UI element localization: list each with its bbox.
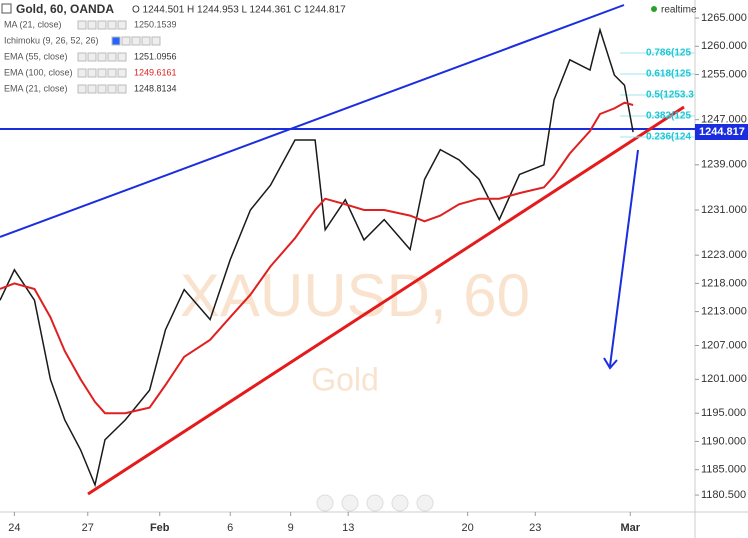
- fib-label: 0.236(124: [646, 132, 691, 143]
- legend-name: EMA (55, close): [4, 51, 68, 61]
- zoom-in[interactable]: [391, 494, 409, 512]
- y-tick-label: 1247.000: [701, 114, 747, 126]
- arrow-head: [603, 357, 618, 370]
- ohlc: O 1244.501 H 1244.953 L 1244.361 C 1244.…: [132, 5, 346, 16]
- series-line: [0, 101, 634, 415]
- legend-button: [77, 52, 87, 62]
- y-tick-label: 1201.000: [701, 373, 747, 385]
- lower-trendline: [87, 105, 685, 496]
- y-tick-label: 1185.000: [701, 464, 746, 476]
- legend-button: [107, 68, 117, 78]
- legend-value: 1249.6161: [134, 67, 177, 77]
- legend-button: [117, 84, 127, 94]
- legend-button: [77, 68, 87, 78]
- series-line: [0, 27, 634, 488]
- x-tick-label: 9: [288, 522, 294, 534]
- scroll-right[interactable]: [416, 494, 434, 512]
- y-tick-label: 1207.000: [701, 339, 747, 351]
- y-tick-label: 1195.000: [701, 407, 746, 419]
- legend-button: [107, 20, 117, 30]
- legend-button: [131, 36, 141, 46]
- y-tick-label: 1255.000: [701, 68, 747, 80]
- legend-name: Ichimoku (9, 26, 52, 26): [4, 35, 99, 45]
- legend-button: [97, 68, 107, 78]
- x-tick-label: 13: [342, 522, 354, 534]
- legend-value: 1250.1539: [134, 19, 177, 29]
- legend-button: [77, 84, 87, 94]
- legend-button: [151, 36, 161, 46]
- legend-name: EMA (100, close): [4, 67, 73, 77]
- zoom-controls: [316, 494, 434, 512]
- y-tick-label: 1223.000: [701, 249, 747, 261]
- last-price-box: [695, 123, 748, 140]
- x-tick-label: Feb: [150, 522, 170, 534]
- fib-levels: 0.786(125 0.618(125 0.5(1253.3 0.382(125 0.2…: [620, 48, 695, 143]
- y-tick-label: 1260.000: [701, 40, 747, 52]
- legend-button: [97, 84, 107, 94]
- y-tick-label: 1265.000: [701, 12, 747, 24]
- y-tick-label: 1180.500: [701, 489, 746, 501]
- plot: [0, 27, 634, 488]
- symbol: Gold, 60, OANDA: [16, 2, 114, 16]
- legend-button: [117, 52, 127, 62]
- legend-button: [107, 52, 117, 62]
- legend-button: [121, 36, 131, 46]
- y-tick-label: 1190.000: [701, 435, 746, 447]
- legend-button: [107, 84, 117, 94]
- fib-label: 0.5(1253.3: [646, 90, 694, 101]
- legend-button: [141, 36, 151, 46]
- legend-value: 1248.8134: [134, 83, 177, 93]
- zoom-out[interactable]: [341, 494, 359, 512]
- legend-button: [117, 68, 127, 78]
- x-tick-label: Mar: [620, 522, 640, 534]
- legend-button: [111, 36, 121, 46]
- upper-trendline: [0, 4, 625, 238]
- watermark: Gold: [311, 361, 379, 397]
- y-tick-label: 1218.000: [701, 277, 747, 289]
- axes: 1265.000 1260.000 1255.000 1247.000 1239.000…: [8, 12, 748, 534]
- fib-label: 0.618(125: [646, 69, 691, 80]
- y-tick-label: 1213.000: [701, 306, 747, 318]
- x-tick-label: 23: [529, 522, 541, 534]
- legend-button: [97, 20, 107, 30]
- y-tick-label: 1231.000: [701, 204, 747, 216]
- legend-button: [87, 20, 97, 30]
- legend-button: [87, 52, 97, 62]
- fib-label: 0.382(125: [646, 111, 691, 122]
- watermark: XAUUSD, 60: [180, 262, 530, 329]
- legend-button: [87, 84, 97, 94]
- legend-button: [87, 68, 97, 78]
- legend-name: EMA (21, close): [4, 83, 68, 93]
- reset[interactable]: [366, 494, 384, 512]
- scroll-left[interactable]: [316, 494, 334, 512]
- y-tick-label: 1239.000: [701, 159, 747, 171]
- x-tick-label: 6: [227, 522, 233, 534]
- legend-name: MA (21, close): [4, 19, 62, 29]
- status-dot: [651, 6, 657, 12]
- arrow: [609, 149, 639, 367]
- last-price-label: 1244.817: [699, 126, 745, 138]
- x-tick-label: 24: [8, 522, 20, 534]
- x-tick-label: 20: [462, 522, 474, 534]
- legend-button: [97, 52, 107, 62]
- collapse-icon[interactable]: [1, 3, 12, 14]
- status: realtime: [661, 5, 697, 16]
- fib-label: 0.786(125: [646, 48, 691, 59]
- legend-value: 1251.0956: [134, 51, 177, 61]
- legend-button: [77, 20, 87, 30]
- legend-button: [117, 20, 127, 30]
- x-tick-label: 27: [82, 522, 94, 534]
- legend: MA (21, close) 1250.1539 Ichimoku (9, 26, …: [4, 19, 177, 94]
